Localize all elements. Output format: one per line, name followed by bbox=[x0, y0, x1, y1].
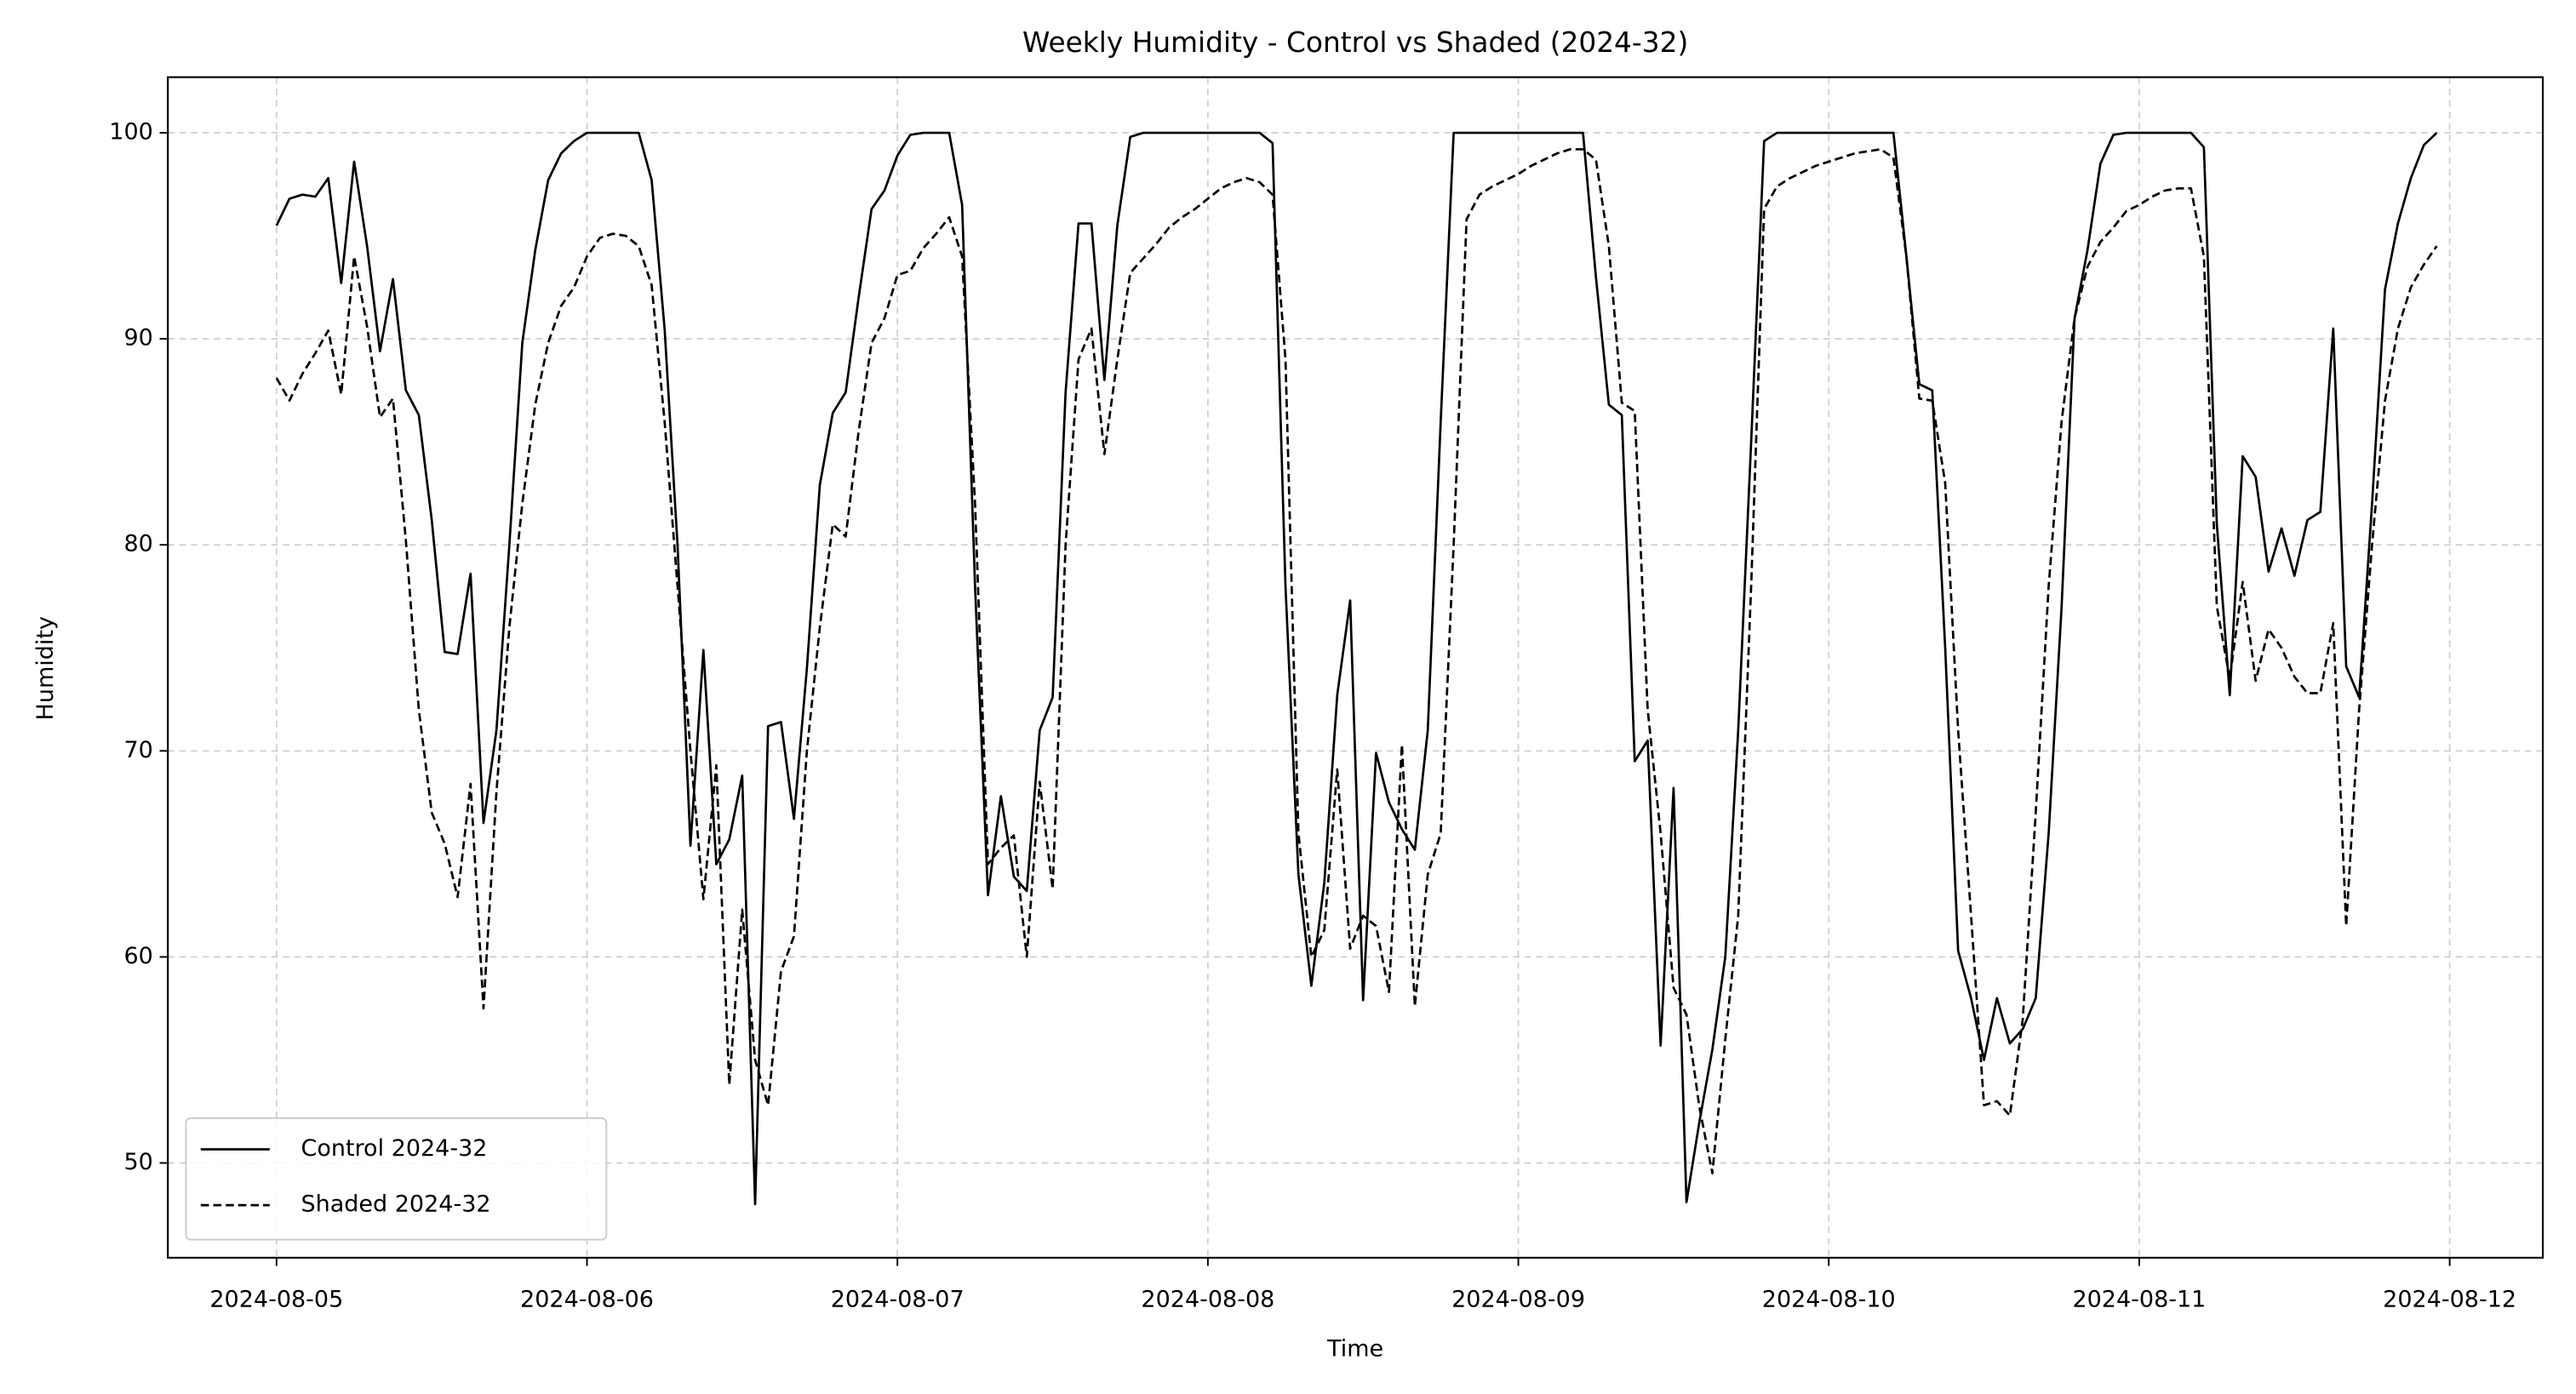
chart-title: Weekly Humidity - Control vs Shaded (202… bbox=[1022, 26, 1688, 59]
x-tick-label: 2024-08-12 bbox=[2383, 1287, 2516, 1313]
legend-label: Control 2024-32 bbox=[301, 1135, 487, 1162]
plot-frame bbox=[167, 76, 2545, 1259]
x-tick-label: 2024-08-11 bbox=[2072, 1287, 2206, 1313]
y-axis-label: Humidity bbox=[32, 616, 59, 720]
y-tick-label: 90 bbox=[123, 325, 152, 351]
legend-label: Shaded 2024-32 bbox=[301, 1191, 490, 1218]
data-line bbox=[275, 148, 2438, 1174]
y-tick-label: 100 bbox=[109, 119, 153, 146]
y-tick-label: 80 bbox=[123, 531, 152, 557]
x-tick-label: 2024-08-05 bbox=[209, 1287, 343, 1313]
y-tick-label: 50 bbox=[123, 1149, 152, 1175]
legend: Control 2024-32 Shaded 2024-32 bbox=[185, 1117, 608, 1241]
x-tick-label: 2024-08-10 bbox=[1762, 1287, 1896, 1313]
data-line bbox=[275, 131, 2438, 1206]
x-tick-label: 2024-08-08 bbox=[1141, 1287, 1274, 1313]
x-axis-label: Time bbox=[1326, 1335, 1383, 1362]
y-tick-label: 70 bbox=[123, 737, 152, 763]
y-tick-label: 60 bbox=[123, 943, 152, 969]
x-tick-label: 2024-08-09 bbox=[1451, 1287, 1585, 1313]
x-tick-label: 2024-08-06 bbox=[520, 1287, 654, 1313]
x-tick-label: 2024-08-07 bbox=[831, 1287, 965, 1313]
legend-box bbox=[185, 1117, 608, 1241]
